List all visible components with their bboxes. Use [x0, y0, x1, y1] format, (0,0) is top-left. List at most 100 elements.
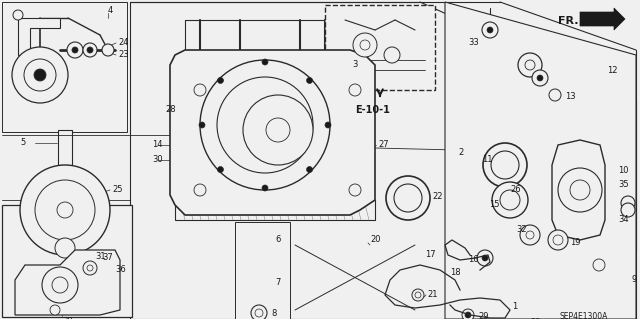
Text: FR.: FR. — [558, 16, 579, 26]
Circle shape — [386, 176, 430, 220]
Circle shape — [525, 60, 535, 70]
Text: 9: 9 — [632, 275, 637, 284]
Text: SEP4E1300A: SEP4E1300A — [560, 312, 609, 319]
Circle shape — [52, 277, 68, 293]
Polygon shape — [445, 2, 636, 319]
Circle shape — [349, 84, 361, 96]
Circle shape — [621, 196, 635, 210]
Circle shape — [384, 47, 400, 63]
Bar — [248, 230, 270, 262]
Circle shape — [349, 184, 361, 196]
Circle shape — [307, 78, 312, 84]
Circle shape — [50, 305, 60, 315]
Text: 32: 32 — [516, 225, 527, 234]
Text: 10: 10 — [618, 166, 628, 175]
Circle shape — [360, 40, 370, 50]
Bar — [235, 222, 290, 319]
Text: 34: 34 — [618, 215, 628, 224]
Circle shape — [194, 184, 206, 196]
Bar — [250, 232, 268, 260]
Circle shape — [537, 75, 543, 81]
Text: 28: 28 — [165, 105, 175, 114]
Text: 3: 3 — [352, 60, 357, 69]
Circle shape — [255, 309, 263, 317]
Circle shape — [243, 95, 313, 165]
Circle shape — [199, 122, 205, 128]
Circle shape — [500, 190, 520, 210]
Circle shape — [353, 33, 377, 57]
Bar — [325, 5, 435, 90]
Circle shape — [462, 309, 474, 319]
Text: 16: 16 — [468, 255, 479, 264]
Text: 13: 13 — [565, 92, 575, 101]
Text: 11: 11 — [482, 155, 493, 164]
Circle shape — [477, 250, 493, 266]
Text: E-10-1: E-10-1 — [355, 105, 390, 115]
Circle shape — [325, 122, 331, 128]
Text: 5: 5 — [20, 138, 25, 147]
Circle shape — [266, 118, 290, 142]
Circle shape — [549, 89, 561, 101]
Circle shape — [35, 180, 95, 240]
Circle shape — [262, 185, 268, 191]
Bar — [524, 165, 552, 183]
Circle shape — [482, 255, 488, 261]
Circle shape — [520, 225, 540, 245]
Circle shape — [57, 202, 73, 218]
Polygon shape — [15, 250, 120, 315]
Polygon shape — [552, 140, 605, 240]
Text: 20: 20 — [370, 235, 381, 244]
Circle shape — [67, 42, 83, 58]
Circle shape — [72, 47, 78, 53]
Circle shape — [394, 184, 422, 212]
Circle shape — [570, 180, 590, 200]
Circle shape — [217, 77, 313, 173]
Text: 19: 19 — [570, 238, 580, 247]
Circle shape — [558, 168, 602, 212]
Circle shape — [83, 43, 97, 57]
Circle shape — [483, 143, 527, 187]
Circle shape — [526, 231, 534, 239]
Circle shape — [491, 151, 519, 179]
Text: 17: 17 — [425, 250, 436, 259]
Text: 27: 27 — [378, 140, 388, 149]
Circle shape — [532, 70, 548, 86]
Text: 38: 38 — [62, 317, 73, 319]
Polygon shape — [580, 8, 625, 30]
Polygon shape — [18, 18, 60, 55]
Text: 1: 1 — [512, 302, 517, 311]
Text: 23: 23 — [118, 50, 129, 59]
Circle shape — [548, 230, 568, 250]
Text: 7: 7 — [275, 278, 280, 287]
Circle shape — [251, 305, 267, 319]
Text: 26: 26 — [510, 185, 520, 194]
Bar — [58, 130, 72, 165]
Text: 6: 6 — [275, 235, 280, 244]
Circle shape — [200, 60, 330, 190]
Text: 14: 14 — [152, 140, 163, 149]
Text: 35: 35 — [618, 180, 628, 189]
Text: 22: 22 — [432, 192, 442, 201]
Circle shape — [218, 167, 223, 173]
Circle shape — [20, 165, 110, 255]
Text: 37: 37 — [102, 253, 113, 262]
Text: 33: 33 — [468, 38, 479, 47]
Text: 4: 4 — [108, 6, 113, 15]
Circle shape — [257, 117, 273, 133]
Circle shape — [553, 235, 563, 245]
Circle shape — [55, 238, 75, 258]
Circle shape — [24, 59, 56, 91]
Text: 21: 21 — [427, 290, 438, 299]
Circle shape — [487, 27, 493, 33]
Text: 29: 29 — [478, 312, 488, 319]
Circle shape — [87, 47, 93, 53]
Text: 29: 29 — [530, 318, 541, 319]
Bar — [2, 205, 132, 317]
Circle shape — [13, 10, 23, 20]
Text: 8: 8 — [271, 309, 276, 318]
Circle shape — [482, 22, 498, 38]
Text: 18: 18 — [450, 268, 461, 277]
Circle shape — [42, 267, 78, 303]
Bar — [570, 268, 628, 316]
Circle shape — [83, 261, 97, 275]
